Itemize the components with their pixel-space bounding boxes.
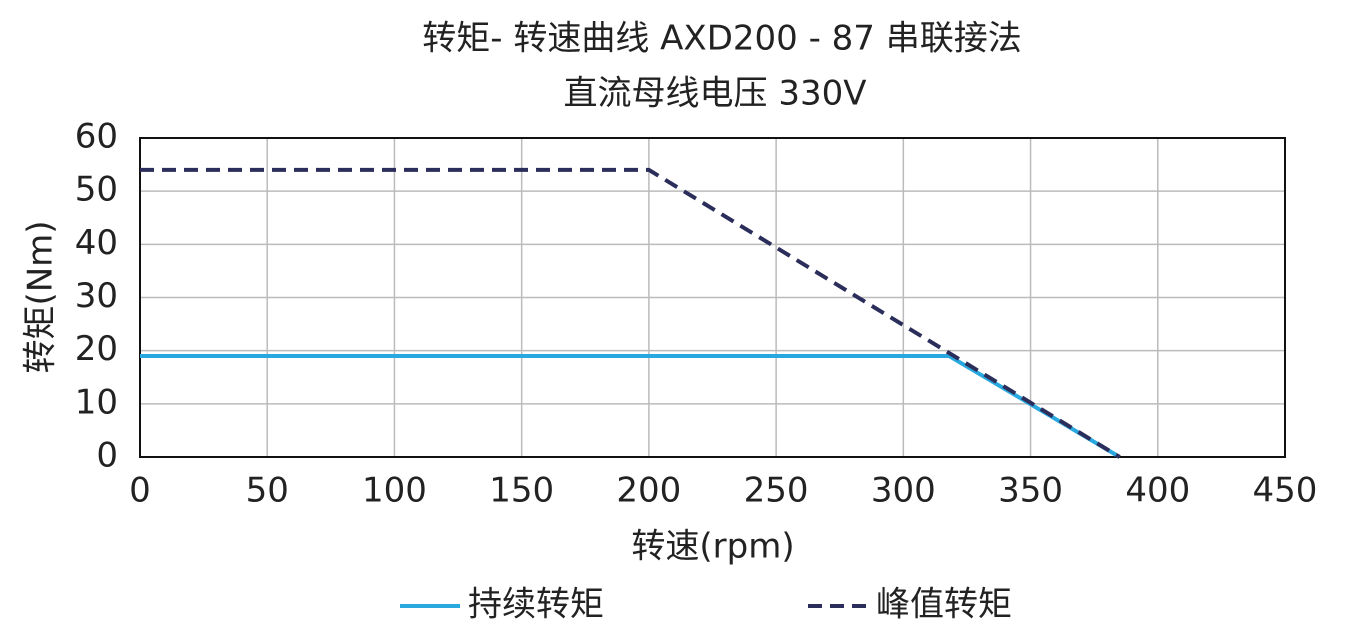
x-tick-label: 450 (1253, 471, 1318, 511)
y-tick-label: 40 (75, 223, 118, 263)
x-tick-label: 200 (616, 471, 681, 511)
x-tick-label: 350 (998, 471, 1063, 511)
chart-title: 转矩- 转速曲线 AXD200 - 87 串联接法 (422, 19, 1021, 59)
series-line (140, 353, 1121, 459)
x-tick-label: 150 (489, 471, 554, 511)
y-tick-label: 60 (75, 117, 118, 157)
x-tick-label: 50 (246, 471, 289, 511)
x-tick-label: 300 (871, 471, 936, 511)
y-tick-label: 30 (75, 276, 118, 316)
legend-label: 峰值转矩 (876, 585, 1012, 625)
legend-label: 持续转矩 (468, 585, 604, 625)
series-line (140, 167, 1121, 459)
y-tick-label: 10 (75, 382, 118, 422)
y-tick-label: 0 (96, 436, 118, 476)
x-axis-label: 转速(rpm) (631, 527, 794, 567)
x-tick-label: 250 (744, 471, 809, 511)
x-tick-label: 100 (362, 471, 427, 511)
x-tick-label: 400 (1125, 471, 1190, 511)
y-tick-label: 20 (75, 329, 118, 369)
chart-subtitle: 直流母线电压 330V (564, 74, 867, 114)
x-tick-label: 0 (129, 471, 151, 511)
plot-frame (139, 137, 1286, 458)
y-axis-label: 转矩(Nm) (21, 220, 61, 373)
y-tick-label: 50 (75, 170, 118, 210)
